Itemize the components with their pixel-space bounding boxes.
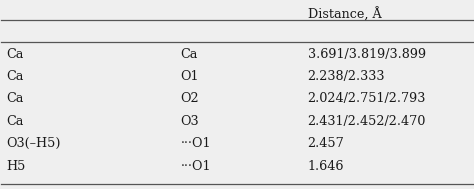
Text: H5: H5 <box>6 160 26 173</box>
Text: O3: O3 <box>181 115 199 128</box>
Text: O1: O1 <box>181 70 199 83</box>
Text: O2: O2 <box>181 92 199 105</box>
Text: Ca: Ca <box>6 70 24 83</box>
Text: O3(–H5): O3(–H5) <box>6 137 61 150</box>
Text: 3.691/3.819/3.899: 3.691/3.819/3.899 <box>308 48 426 61</box>
Text: 2.457: 2.457 <box>308 137 345 150</box>
Text: 2.431/2.452/2.470: 2.431/2.452/2.470 <box>308 115 426 128</box>
Text: 2.024/2.751/2.793: 2.024/2.751/2.793 <box>308 92 426 105</box>
Text: ···O1: ···O1 <box>181 160 211 173</box>
Text: 2.238/2.333: 2.238/2.333 <box>308 70 385 83</box>
Text: Ca: Ca <box>6 92 24 105</box>
Text: Distance, Å: Distance, Å <box>308 8 381 22</box>
Text: ···O1: ···O1 <box>181 137 211 150</box>
Text: Ca: Ca <box>6 48 24 61</box>
Text: 1.646: 1.646 <box>308 160 344 173</box>
Text: Ca: Ca <box>6 115 24 128</box>
Text: Ca: Ca <box>181 48 198 61</box>
